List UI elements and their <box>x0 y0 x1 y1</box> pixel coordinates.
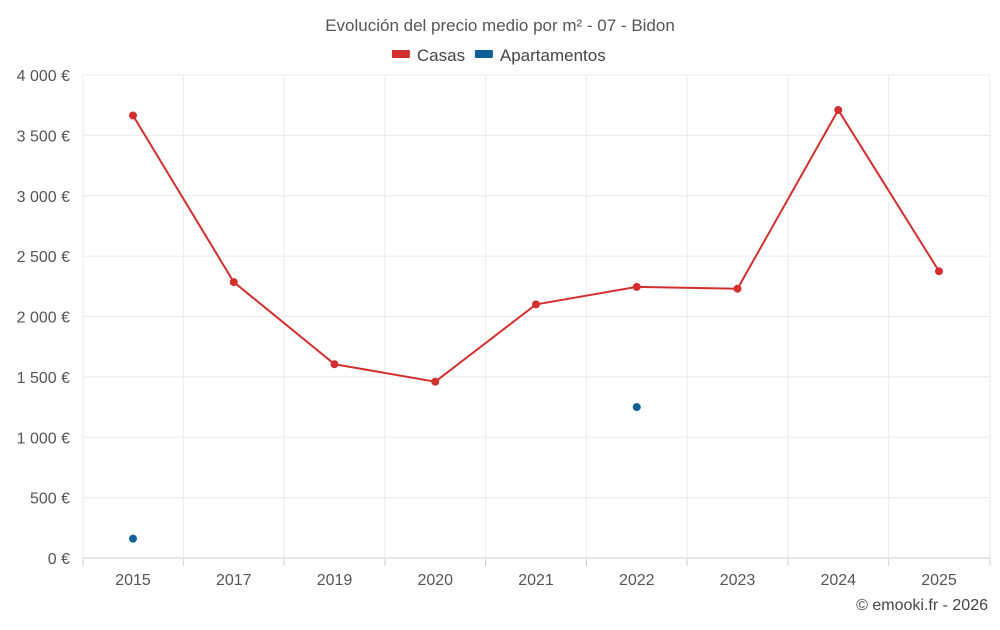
y-tick-label: 500 € <box>30 491 70 508</box>
data-point[interactable] <box>129 534 137 543</box>
y-tick-label: 3 500 € <box>17 128 70 145</box>
x-tick-label: 2015 <box>115 572 151 589</box>
legend-item-casas[interactable]: Casas <box>391 46 465 65</box>
x-tick-label: 2025 <box>921 572 957 589</box>
series-apartamentos <box>129 403 641 543</box>
y-tick-label: 1 500 € <box>17 370 70 387</box>
chart-title: Evolución del precio medio por m² - 07 -… <box>325 16 675 35</box>
y-tick-label: 1 000 € <box>17 430 70 447</box>
data-point[interactable] <box>632 403 641 412</box>
x-tick-label: 2021 <box>518 572 554 589</box>
y-tick-label: 3 000 € <box>17 189 70 206</box>
data-point[interactable] <box>129 111 137 120</box>
legend-label: Casas <box>417 46 465 65</box>
x-tick-label: 2023 <box>720 572 756 589</box>
y-tick-label: 2 000 € <box>17 310 70 327</box>
series-casas <box>129 106 943 386</box>
x-tick-label: 2017 <box>216 572 252 589</box>
legend-swatch <box>474 50 493 58</box>
x-axis: 2015 2017 2019 2020 2021 2022 2023 2024 2025 <box>82 558 991 589</box>
legend-label: Apartamentos <box>500 46 606 65</box>
y-tick-label: 2 500 € <box>17 249 70 266</box>
legend-item-apartamentos[interactable]: Apartamentos <box>474 46 606 65</box>
data-point[interactable] <box>229 278 238 287</box>
data-point[interactable] <box>431 377 440 386</box>
legend[interactable]: Casas Apartamentos <box>391 46 606 65</box>
x-tick-label: 2022 <box>619 572 655 589</box>
data-point[interactable] <box>330 360 339 369</box>
y-axis: 0 € 500 € 1 000 € 1 500 € 2 000 € 2 500 € 3 00… <box>17 68 70 568</box>
legend-swatch <box>391 50 410 58</box>
data-point[interactable] <box>632 282 641 291</box>
x-tick-label: 2024 <box>820 572 856 589</box>
data-point[interactable] <box>532 300 540 309</box>
y-tick-label: 0 € <box>48 551 70 568</box>
series-layer <box>129 106 943 543</box>
data-point[interactable] <box>733 284 742 293</box>
series-line <box>132 108 940 383</box>
data-point[interactable] <box>935 267 943 276</box>
credit-text: © emooki.fr - 2026 <box>856 597 988 614</box>
data-point[interactable] <box>834 106 843 115</box>
x-tick-label: 2019 <box>317 572 353 589</box>
grid-lines <box>82 74 991 559</box>
x-tick-label: 2020 <box>417 572 453 589</box>
y-tick-label: 4 000 € <box>17 68 70 85</box>
